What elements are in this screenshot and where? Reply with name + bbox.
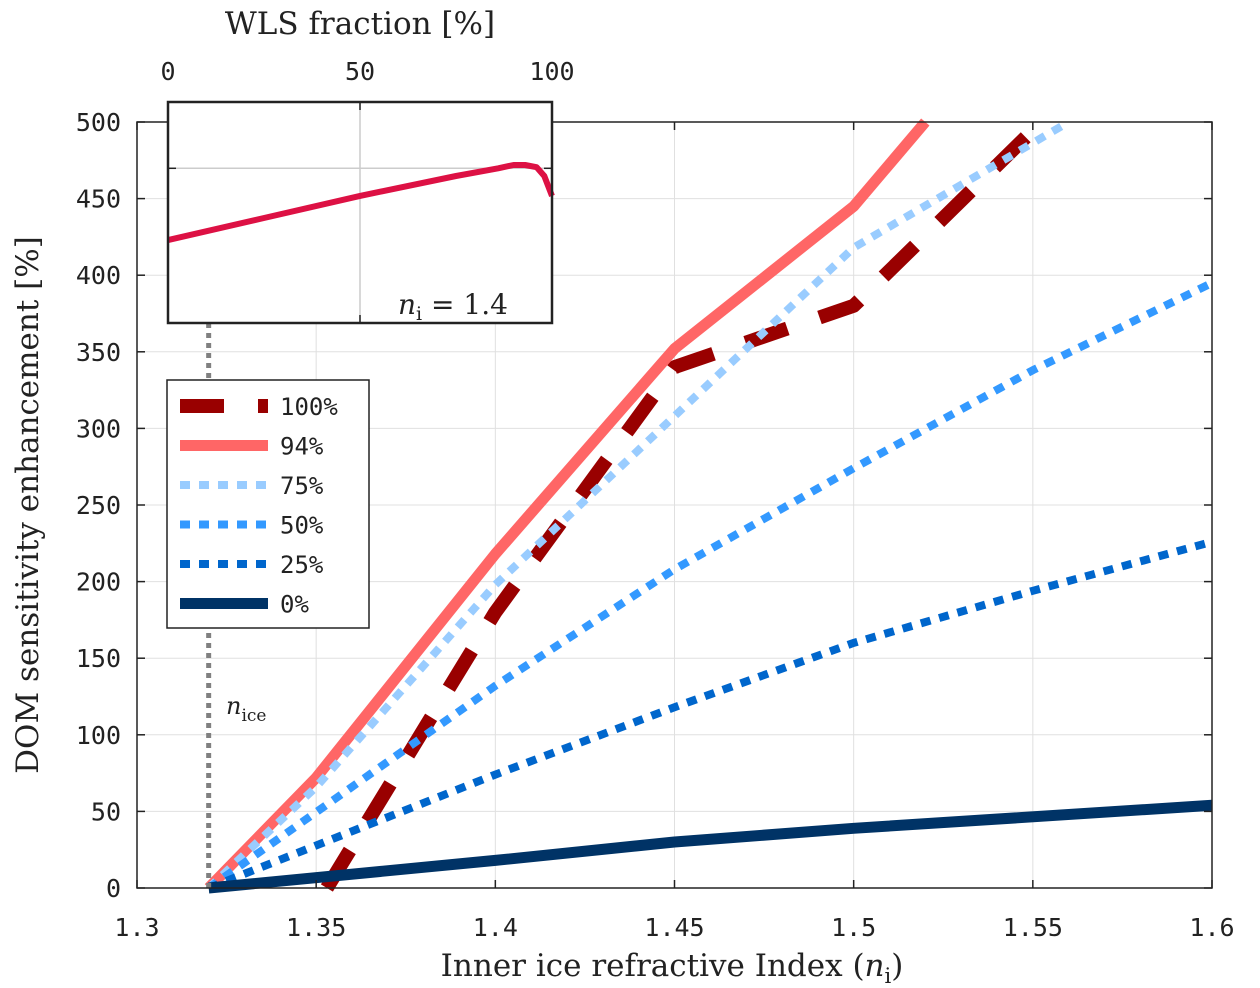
series-line-0pct <box>208 799 1213 894</box>
y-axis-label: DOM sensitivity enhancement [%] <box>10 236 46 774</box>
series-line-25pct <box>207 537 1214 892</box>
series-line-94pct <box>204 118 930 892</box>
legend-label: 75% <box>280 472 324 500</box>
inset-annotation: ni = 1.4 <box>398 288 508 325</box>
legend: 100% 94% 75% 50% 25% 0% <box>166 379 370 629</box>
x-tick-label: 1.3 <box>114 913 159 942</box>
legend-label: 50% <box>280 512 324 540</box>
y-tick-label: 450 <box>76 185 121 214</box>
y-tick-label: 150 <box>76 644 121 673</box>
y-tick-label: 400 <box>76 261 121 290</box>
inset-axes-frame <box>166 100 554 325</box>
x-tick-label: 1.6 <box>1189 913 1234 942</box>
y-tick-label: 250 <box>76 491 121 520</box>
legend-label: 0% <box>280 591 309 619</box>
main-series-group <box>204 118 1214 894</box>
x-tick-label: 1.35 <box>286 913 346 942</box>
legend-items: 100% 94% 75% 50% 25% 0% <box>180 393 338 619</box>
x-tick-label: 1.5 <box>831 913 876 942</box>
y-tick-label: 200 <box>76 568 121 597</box>
y-tick-label: 300 <box>76 414 121 443</box>
series-line-75pct <box>205 118 1071 891</box>
y-tick-label: 100 <box>76 721 121 750</box>
x-tick-label: 1.55 <box>1003 913 1063 942</box>
legend-label: 25% <box>280 551 324 579</box>
inset-x-tick-label: 100 <box>529 57 574 86</box>
inset: 0 50 100 WLS fraction [%] ni = 1.4 <box>160 6 574 325</box>
y-tick-label: 0 <box>106 874 121 903</box>
y-tick-label: 350 <box>76 338 121 367</box>
y-tick-label: 50 <box>91 797 121 826</box>
inset-title: WLS fraction [%] <box>225 6 495 42</box>
inset-x-tick-label: 0 <box>160 57 175 86</box>
y-tick-label: 500 <box>76 108 121 137</box>
series-line-100pct <box>320 132 1031 892</box>
x-axis-label: Inner ice refractive Index (ni) <box>441 948 904 988</box>
inset-x-ticks: 0 50 100 <box>160 57 574 86</box>
inset-x-tick-label: 50 <box>345 57 375 86</box>
inset-series-line <box>167 162 555 244</box>
inset-series-group <box>167 162 555 244</box>
main-x-ticks: 1.3 1.35 1.4 1.45 1.5 1.55 1.6 <box>114 122 1235 942</box>
n-ice-label: nice <box>226 692 267 726</box>
series-line-50pct <box>206 279 1214 892</box>
legend-label: 94% <box>280 433 324 461</box>
legend-box <box>166 379 370 629</box>
x-tick-label: 1.45 <box>644 913 704 942</box>
x-tick-label: 1.4 <box>473 913 518 942</box>
main-y-ticks: 0 50 100 150 200 250 300 350 400 450 500 <box>76 108 1212 903</box>
legend-label: 100% <box>280 393 338 421</box>
